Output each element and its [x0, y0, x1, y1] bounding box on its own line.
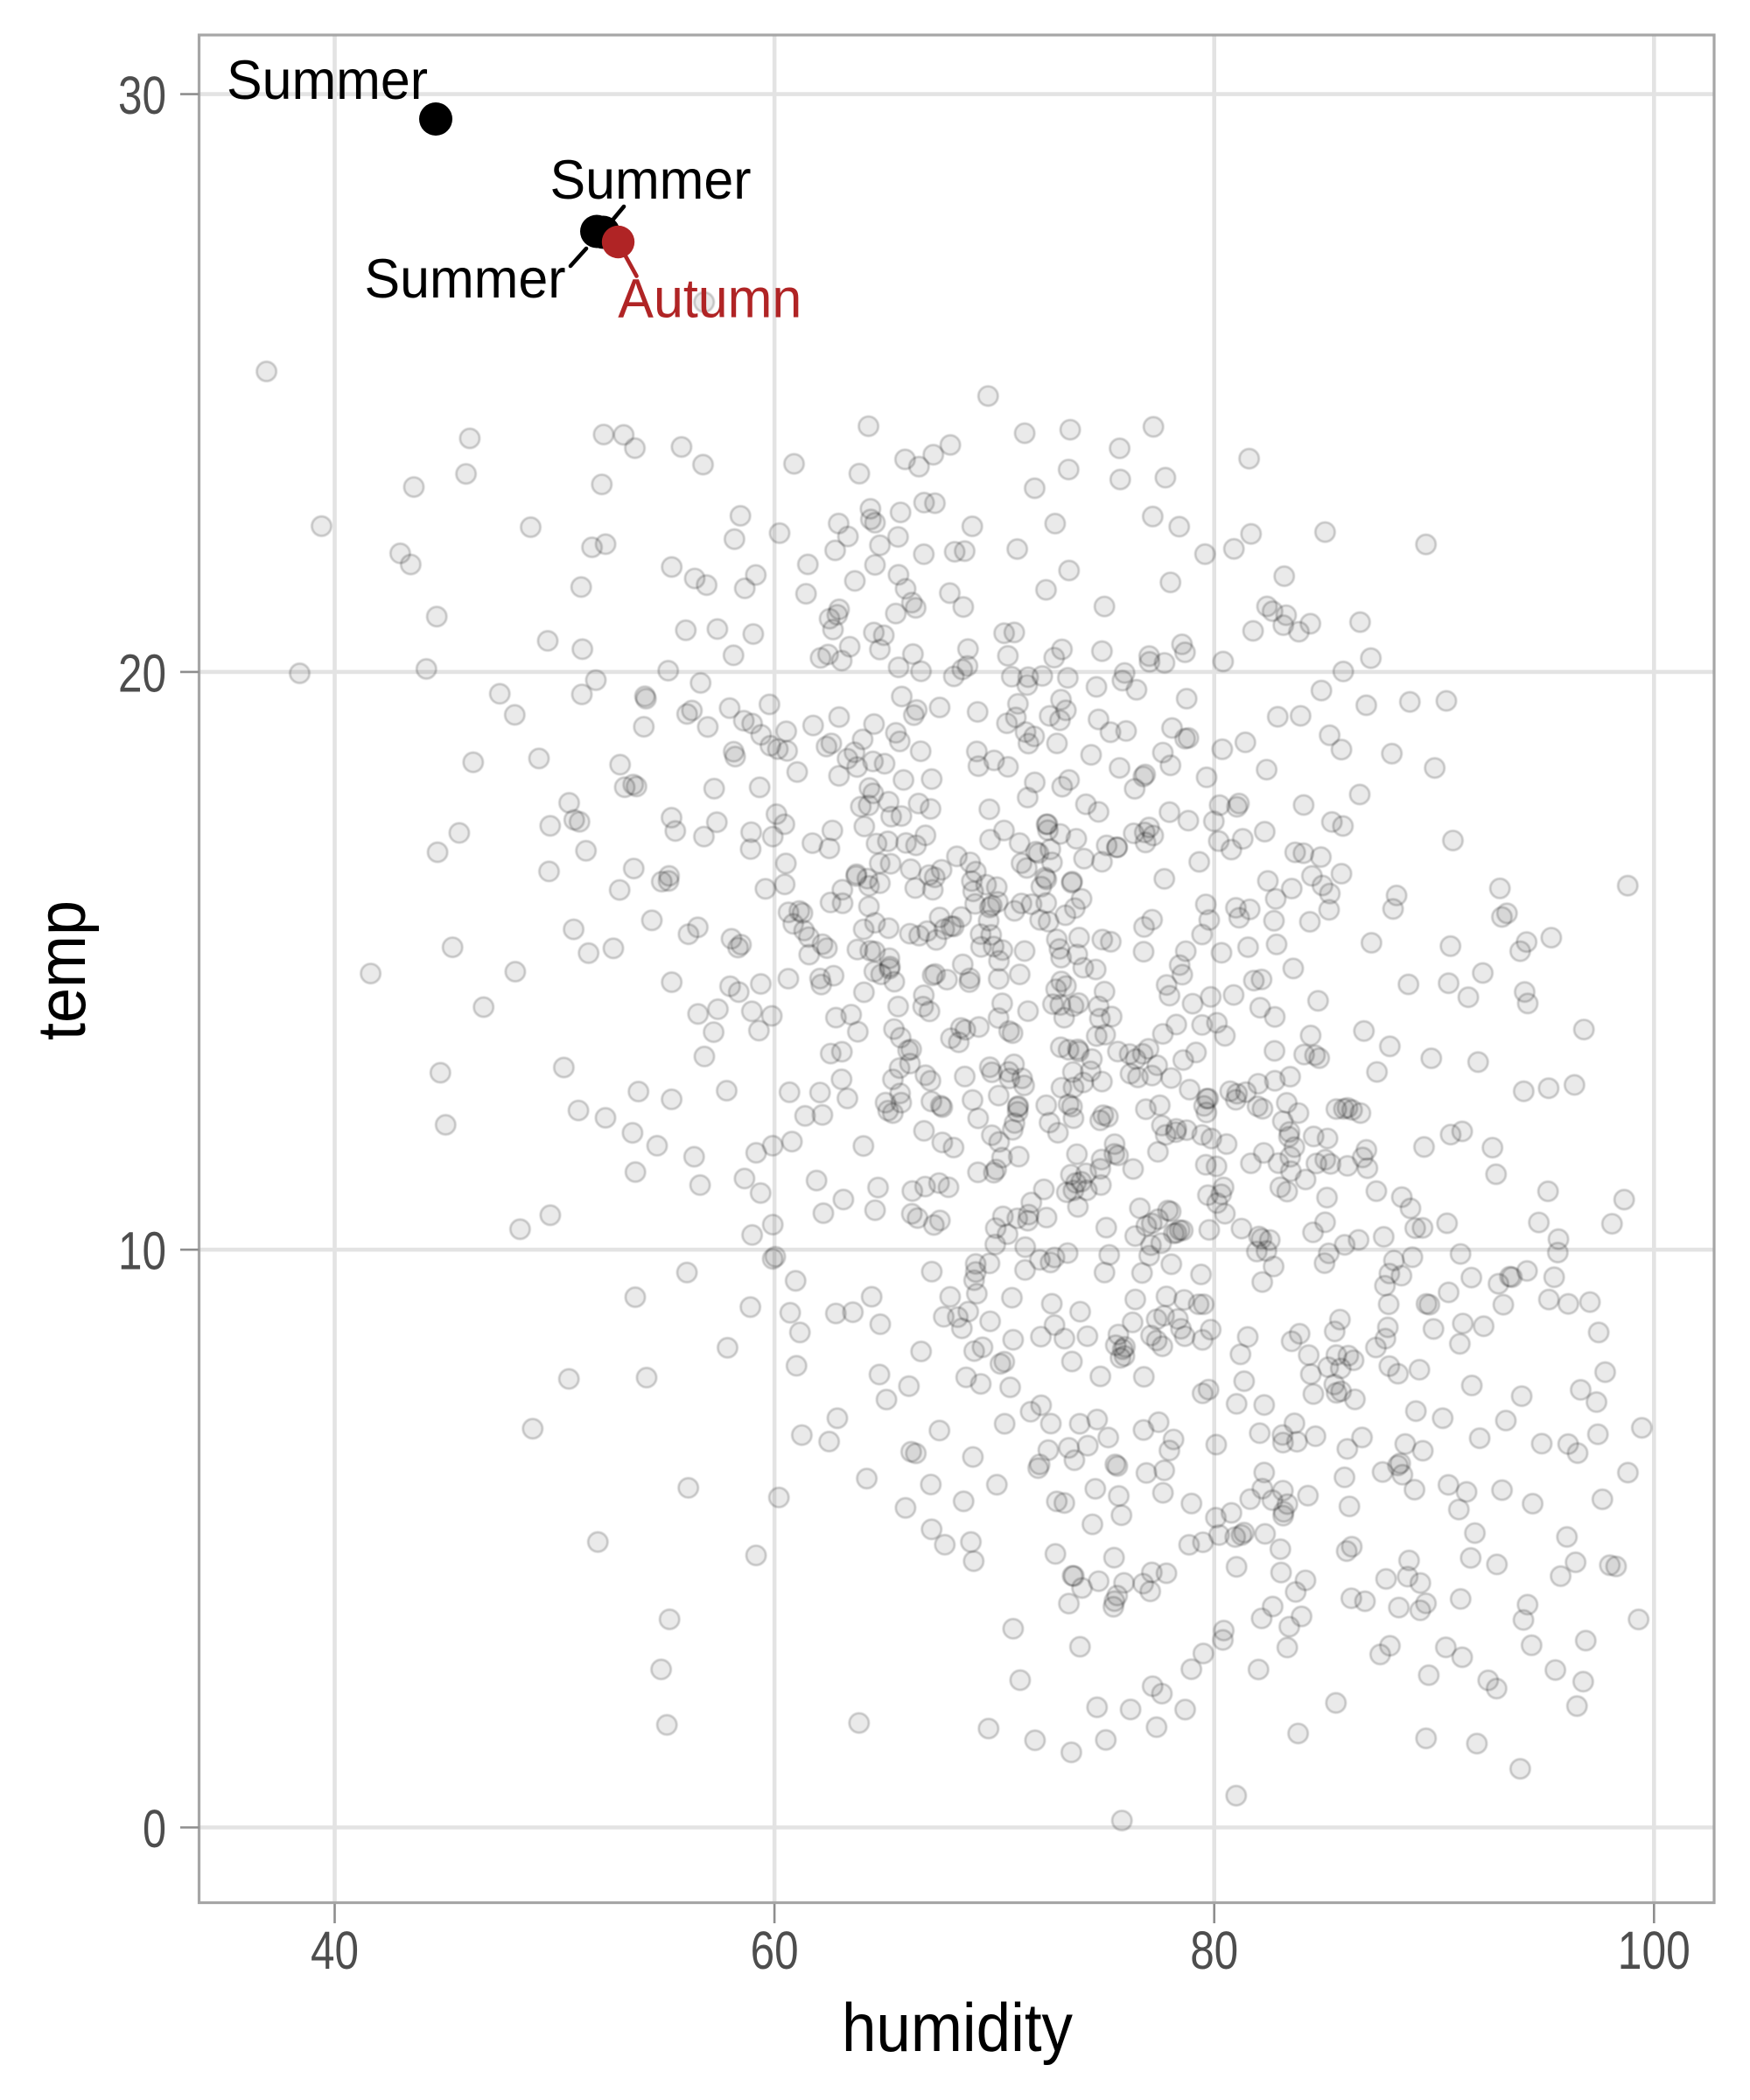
svg-text:Summer: Summer [227, 50, 428, 111]
svg-text:0: 0 [143, 1799, 166, 1858]
svg-text:100: 100 [1618, 1921, 1690, 1980]
svg-text:30: 30 [118, 66, 166, 125]
svg-text:humidity: humidity [842, 1989, 1073, 2066]
svg-text:80: 80 [1190, 1921, 1238, 1980]
svg-text:Summer: Summer [365, 248, 566, 310]
svg-text:40: 40 [311, 1921, 359, 1980]
svg-text:60: 60 [751, 1921, 799, 1980]
svg-text:10: 10 [118, 1222, 166, 1281]
svg-text:temp: temp [23, 900, 100, 1040]
svg-text:Summer: Summer [550, 150, 752, 211]
svg-text:Autumn: Autumn [618, 269, 802, 330]
svg-text:20: 20 [118, 643, 166, 703]
